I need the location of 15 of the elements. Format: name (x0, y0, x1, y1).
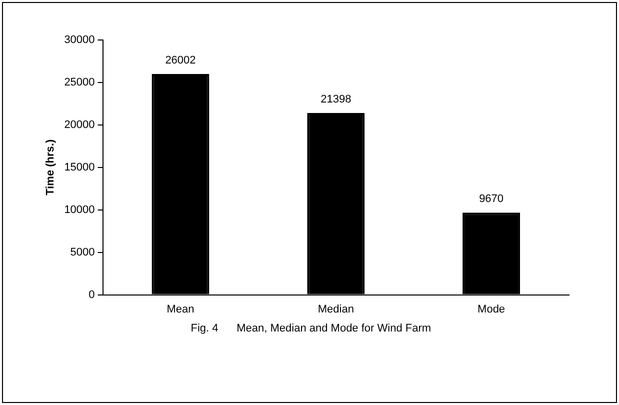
y-axis-title: Time (hrs.) (44, 139, 57, 196)
y-tick-label: 10000 (64, 204, 95, 216)
y-tick-label: 30000 (64, 34, 95, 46)
y-tick-label: 20000 (64, 118, 95, 131)
x-tick-label: Mode (478, 303, 506, 316)
caption: Fig. 4 Mean, Median and Mode for Wind Farm (190, 322, 432, 334)
y-tick-label: 15000 (64, 161, 95, 174)
data-label: 26002 (165, 54, 196, 66)
y-tick-label: 0 (88, 288, 95, 301)
data-label: 21398 (320, 94, 352, 106)
x-tick-label: Mean (166, 303, 194, 316)
y-tick-label: 25000 (64, 76, 95, 88)
x-tick-label: Median (318, 303, 354, 316)
data-label: 9670 (479, 193, 504, 206)
y-tick-label: 5000 (70, 246, 95, 258)
